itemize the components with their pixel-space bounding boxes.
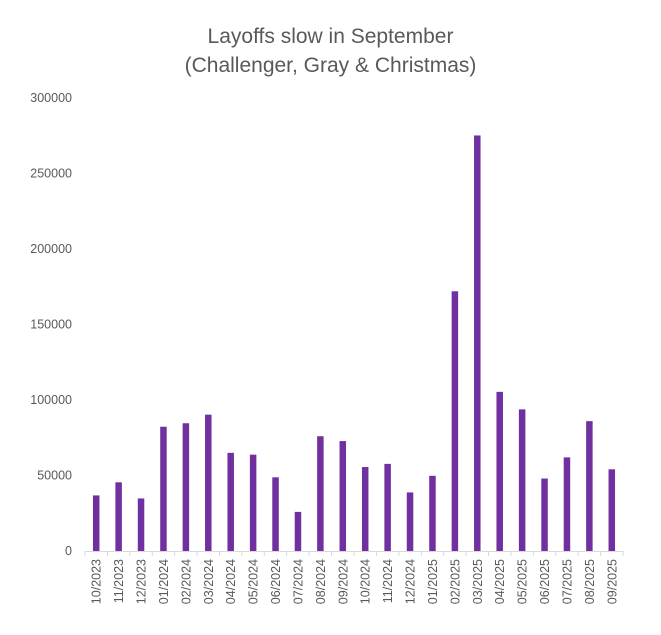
y-tick-label: 300000 bbox=[30, 91, 72, 105]
x-tick-label: 08/2024 bbox=[314, 559, 328, 604]
x-tick-label: 02/2025 bbox=[448, 559, 462, 604]
bar bbox=[115, 482, 122, 551]
x-tick-label: 03/2025 bbox=[471, 559, 485, 604]
x-tick-label: 06/2024 bbox=[269, 559, 283, 604]
chart-subtitle: (Challenger, Gray & Christmas) bbox=[184, 54, 477, 77]
bar bbox=[518, 409, 526, 551]
x-tick-label: 05/2024 bbox=[247, 559, 261, 604]
bar bbox=[160, 426, 167, 551]
bar bbox=[294, 511, 302, 551]
bar bbox=[361, 467, 369, 551]
x-tick-label: 04/2024 bbox=[224, 559, 238, 604]
y-tick-label: 200000 bbox=[30, 242, 72, 256]
x-axis-ticks bbox=[84, 551, 624, 556]
x-tick-label: 08/2025 bbox=[583, 559, 597, 604]
x-tick-label: 11/2023 bbox=[112, 559, 126, 603]
bar bbox=[451, 291, 459, 551]
chart-title: Layoffs slow in September bbox=[207, 25, 454, 48]
y-tick-label: 150000 bbox=[30, 318, 72, 332]
bar bbox=[429, 475, 436, 551]
x-tick-label: 02/2024 bbox=[179, 559, 193, 604]
bar bbox=[137, 498, 145, 551]
chart-title-block: Layoffs slow in September (Challenger, G… bbox=[0, 22, 661, 80]
x-tick-label: 01/2024 bbox=[157, 559, 171, 604]
bar bbox=[205, 414, 212, 551]
bar bbox=[474, 135, 481, 551]
bar bbox=[182, 423, 190, 551]
bar bbox=[541, 478, 548, 551]
x-tick-label: 12/2023 bbox=[135, 559, 149, 604]
y-tick-label: 250000 bbox=[30, 167, 72, 181]
x-tick-label: 07/2024 bbox=[291, 559, 305, 604]
bar bbox=[496, 391, 503, 551]
bar bbox=[249, 454, 257, 551]
x-tick-label: 10/2024 bbox=[359, 559, 373, 604]
bar bbox=[406, 492, 414, 551]
x-tick-label: 11/2024 bbox=[381, 559, 395, 603]
y-axis-labels: 0 50000 100000 150000 200000 250000 300000 bbox=[30, 91, 72, 558]
bars bbox=[92, 135, 616, 551]
x-tick-label: 12/2024 bbox=[404, 559, 418, 604]
x-tick-label: 05/2025 bbox=[516, 559, 530, 604]
x-axis-labels: 10/2023 11/2023 12/2023 01/2024 02/2024 03/20… bbox=[90, 559, 620, 604]
bar bbox=[272, 477, 279, 551]
bar bbox=[563, 457, 571, 551]
x-tick-label: 04/2025 bbox=[493, 559, 507, 604]
bar bbox=[92, 495, 100, 551]
x-tick-label: 01/2025 bbox=[426, 559, 440, 604]
y-tick-label: 50000 bbox=[37, 469, 72, 483]
bar bbox=[586, 421, 593, 551]
bar bbox=[317, 436, 324, 551]
x-tick-label: 06/2025 bbox=[538, 559, 552, 604]
bar bbox=[608, 469, 616, 551]
y-tick-label: 0 bbox=[65, 544, 72, 558]
x-tick-label: 10/2023 bbox=[90, 559, 104, 604]
y-tick-label: 100000 bbox=[30, 393, 72, 407]
bar bbox=[339, 441, 347, 551]
bar bbox=[227, 452, 234, 551]
x-tick-label: 07/2025 bbox=[560, 559, 574, 604]
x-tick-label: 09/2024 bbox=[336, 559, 350, 604]
x-tick-label: 09/2025 bbox=[605, 559, 619, 604]
x-tick-label: 03/2024 bbox=[202, 559, 216, 604]
bar bbox=[384, 463, 391, 551]
